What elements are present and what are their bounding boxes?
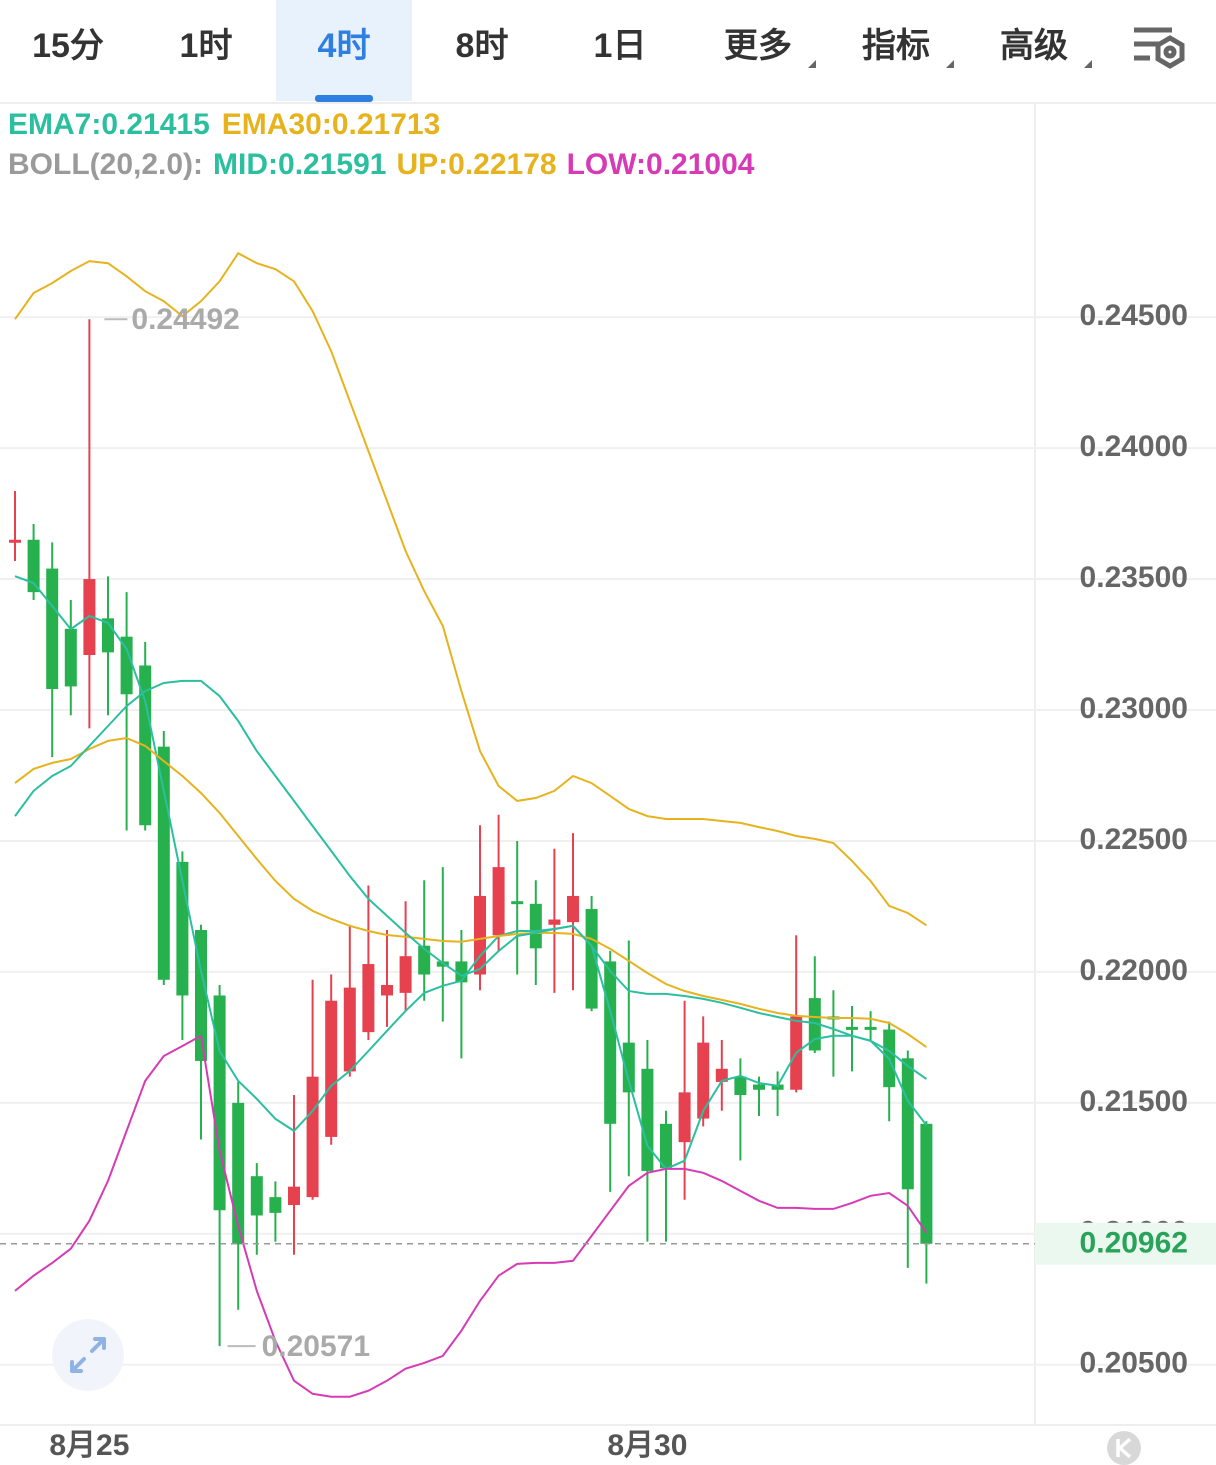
interval-tab[interactable]: 1日 [594, 27, 647, 65]
active-tab-bg [276, 0, 412, 101]
candle-body [120, 636, 133, 695]
candle-body [771, 1084, 784, 1090]
candle-body [306, 1076, 319, 1198]
menu-button[interactable]: 指标 [862, 27, 930, 65]
y-tick-label: 0.22500 [1080, 823, 1188, 856]
candle-body [399, 956, 412, 993]
candle-body [269, 1197, 282, 1213]
candle-body [660, 1123, 672, 1169]
menu-button[interactable]: 高级 [1000, 27, 1068, 65]
legend-text: EMA7: [8, 108, 101, 141]
y-tick-label: 0.24500 [1080, 299, 1188, 332]
candle-body [381, 985, 393, 996]
interval-tab[interactable]: 1时 [180, 27, 233, 65]
candle-body [325, 1000, 338, 1137]
candle-body [641, 1068, 654, 1171]
interval-tab[interactable]: 4时 [318, 27, 371, 65]
legend-text: LOW: [567, 148, 646, 181]
badge-glyph [1116, 1437, 1132, 1459]
candle-body [492, 867, 505, 936]
legend-text: 0.21591 [278, 148, 386, 181]
indicator-line [14, 575, 928, 1171]
ema-legend: EMA7:0.21415 EMA30:0.21713 [8, 108, 440, 141]
candle-body [213, 995, 226, 1211]
badge-bg [1107, 1431, 1141, 1465]
candle-body [27, 539, 40, 593]
x-tick-label: 8月30 [607, 1429, 687, 1462]
legend-text: 0.22178 [448, 148, 556, 181]
candle-body [232, 1102, 245, 1245]
legend-text: 0.21004 [646, 148, 755, 181]
candle-body [474, 895, 486, 975]
candle-body [362, 964, 375, 1033]
candle-body [864, 1026, 877, 1030]
y-tick-label: 0.23000 [1080, 692, 1188, 725]
candle-body [288, 1186, 300, 1205]
last-price-label: 0.20962 [1080, 1227, 1188, 1260]
candle-body [418, 945, 431, 975]
settings-icon[interactable] [1134, 27, 1185, 69]
candle-body [622, 1042, 635, 1093]
candle-body [511, 901, 524, 905]
legend-text: 0.21415 [101, 108, 209, 141]
expand-arrows [70, 1337, 106, 1373]
candle-body [529, 903, 542, 949]
menu-button[interactable]: 更多 [724, 27, 792, 65]
candle-body [753, 1084, 765, 1090]
y-tick-label: 0.23500 [1080, 561, 1188, 594]
menu-caret [946, 60, 954, 68]
y-tick-label: 0.22000 [1080, 954, 1188, 987]
candle-body [585, 909, 598, 1009]
candle-body [343, 987, 356, 1072]
candle-body [250, 1176, 263, 1216]
candle-body [846, 1026, 858, 1030]
k-badge[interactable] [1107, 1431, 1141, 1465]
candle-body [548, 919, 561, 925]
y-tick-label: 0.20500 [1080, 1347, 1188, 1380]
menu-caret [808, 60, 816, 68]
candle-body [195, 930, 207, 1061]
candle-body [64, 628, 77, 687]
icon-gear [1155, 35, 1185, 69]
legend-text: MID: [213, 148, 278, 181]
candle-body [734, 1076, 747, 1095]
y-tick-label: 0.21500 [1080, 1085, 1188, 1118]
candle-body [715, 1068, 728, 1082]
legend-text: BOLL(20,2.0): [8, 148, 203, 181]
menu-caret [1084, 60, 1092, 68]
candle-body [46, 568, 59, 690]
interval-tab[interactable]: 8时 [456, 27, 509, 65]
candle-body [9, 539, 21, 543]
indicator-line [14, 1034, 928, 1398]
x-tick-label: 8月25 [49, 1429, 129, 1462]
high-marker-label: 0.24492 [131, 303, 239, 336]
indicator-line [14, 251, 927, 927]
candle-body [157, 746, 170, 980]
expand-button[interactable] [52, 1319, 124, 1391]
candle-body [808, 998, 821, 1051]
candle-body [901, 1058, 914, 1190]
candle-body [697, 1042, 710, 1119]
indicator-line [14, 736, 927, 1048]
boll-legend: BOLL(20,2.0): MID:0.21591 UP:0.22178 LOW:0.… [8, 148, 755, 181]
low-marker-label: 0.20571 [262, 1330, 370, 1363]
y-tick-label: 0.24000 [1080, 430, 1188, 463]
interval-tab[interactable]: 15分 [32, 27, 104, 65]
legend-text: EMA30: [222, 108, 332, 141]
active-tab-indicator [315, 95, 373, 102]
candle-body [567, 895, 579, 923]
indicator-line [14, 679, 927, 1080]
last-price-badge [1035, 1222, 1216, 1265]
legend-text: UP: [396, 148, 448, 181]
candle-body [604, 961, 617, 1124]
candle-body [678, 1092, 691, 1143]
expand-bg [52, 1319, 124, 1391]
icon-gear-hole [1163, 45, 1177, 59]
candle-body [920, 1123, 933, 1244]
legend-text: 0.21713 [332, 108, 440, 141]
